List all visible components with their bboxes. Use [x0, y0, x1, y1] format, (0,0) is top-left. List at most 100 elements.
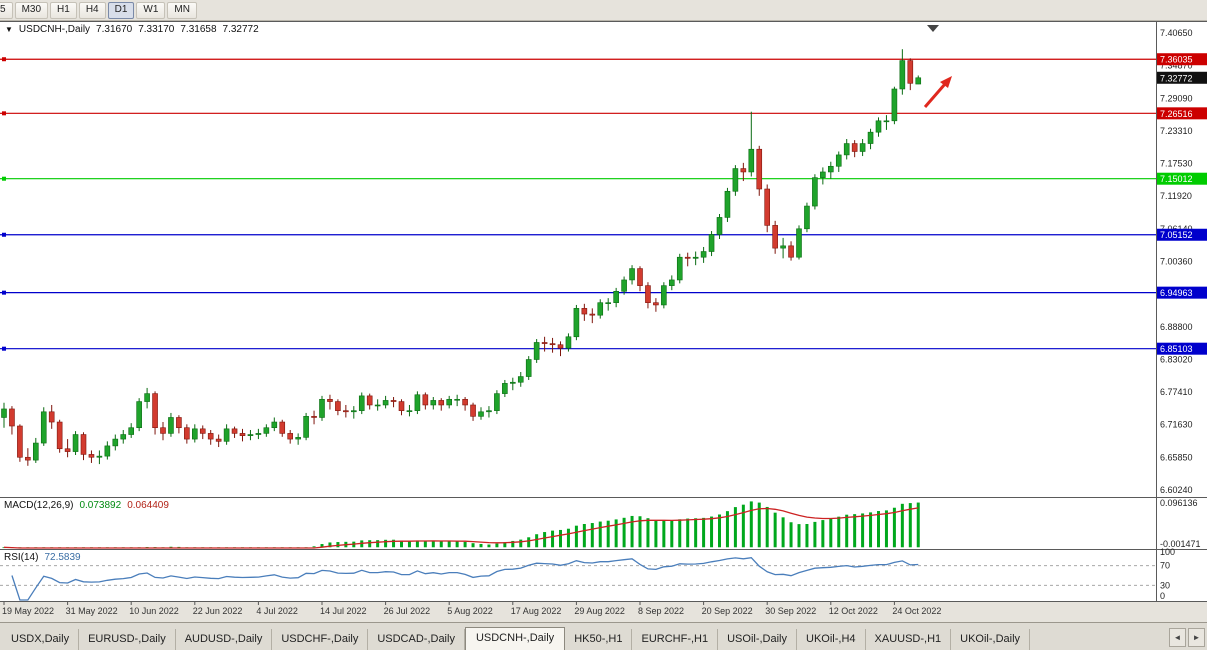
- candle-body: [788, 245, 794, 258]
- candle-body: [621, 279, 627, 292]
- macd-axis-label: 0.096136: [1160, 498, 1198, 508]
- chart-shift-icon[interactable]: [927, 25, 939, 32]
- candle-body: [255, 433, 262, 435]
- rsi-axis-label: 0: [1160, 591, 1165, 601]
- tabs-navigation: ◄ ►: [1167, 628, 1207, 650]
- chart-tab-usoil-daily[interactable]: USOil-,Daily: [718, 629, 798, 650]
- candle-body: [605, 302, 612, 304]
- candle-body: [835, 154, 842, 167]
- macd-histogram-bar: [741, 504, 745, 548]
- price-tag-label: 7.36035: [1160, 55, 1193, 65]
- candle-body: [565, 336, 572, 349]
- chart-tab-eurchf-h1[interactable]: EURCHF-,H1: [632, 629, 719, 650]
- chart-tab-hk50-h1[interactable]: HK50-,H1: [565, 629, 633, 650]
- date-label: 8 Sep 2022: [638, 606, 684, 616]
- chart-canvas[interactable]: 7.40650 7.34870 7.29090 7.23310 7.17530 7.119…: [0, 0, 1207, 622]
- symbol-dropdown-icon[interactable]: ▼: [5, 25, 13, 34]
- macd-histogram-bar: [431, 540, 435, 548]
- candle-body: [780, 245, 786, 249]
- macd-histogram-bar: [646, 518, 650, 548]
- date-label: 22 Jun 2022: [193, 606, 243, 616]
- macd-histogram-bar: [884, 510, 888, 548]
- timeframe-button-M30[interactable]: M30: [14, 1, 49, 19]
- macd-histogram-bar: [606, 520, 610, 548]
- macd-histogram-bar: [368, 540, 372, 548]
- macd-indicator-label: MACD(12,26,9) 0.073892 0.064409: [4, 500, 169, 511]
- candle-body: [740, 168, 747, 173]
- candle-body: [907, 60, 914, 84]
- timeframe-button-H1[interactable]: H1: [50, 1, 77, 19]
- macd-histogram-bar: [702, 517, 706, 548]
- candle-body: [637, 268, 643, 286]
- chart-tabs-bar: USDX,Daily EURUSD-,Daily AUDUSD-,Daily USDC…: [0, 622, 1207, 650]
- chart-tab-usdcad-daily[interactable]: USDCAD-,Daily: [368, 629, 465, 650]
- date-label: 31 May 2022: [66, 606, 118, 616]
- chart-tab-ukoil-daily[interactable]: UKOil-,Daily: [951, 629, 1031, 650]
- candle-body: [589, 313, 596, 316]
- candle-body: [231, 428, 238, 434]
- macd-histogram-bar: [423, 540, 427, 548]
- timeframe-button-D1[interactable]: D1: [107, 1, 135, 19]
- price-tag-label: 7.26516: [1160, 109, 1193, 119]
- chart-tab-audusd-daily[interactable]: AUDUSD-,Daily: [176, 629, 273, 650]
- candle-body: [9, 408, 15, 427]
- tabs-scroll-left-button[interactable]: ◄: [1169, 628, 1186, 647]
- macd-histogram-bar: [574, 525, 578, 548]
- macd-signal-line: [3, 507, 919, 549]
- chart-tab-ukoil-h4[interactable]: UKOil-,H4: [797, 629, 866, 650]
- macd-histogram-bar: [797, 524, 801, 548]
- date-label: 30 Sep 2022: [765, 606, 816, 616]
- macd-histogram-bar: [837, 516, 841, 548]
- timeframe-button-MN[interactable]: MN: [167, 1, 197, 19]
- macd-histogram-bar: [582, 523, 586, 548]
- line-handle[interactable]: [2, 176, 6, 181]
- macd-histogram-bar: [718, 514, 721, 548]
- chart-tab-usdx-daily[interactable]: USDX,Daily: [2, 629, 80, 650]
- candle-body: [915, 77, 922, 85]
- chart-tab-eurusd-daily[interactable]: EURUSD-,Daily: [79, 629, 176, 650]
- date-label: 10 Jun 2022: [129, 606, 179, 616]
- candle-body: [72, 434, 79, 452]
- timeframe-button-W1[interactable]: W1: [136, 1, 166, 19]
- line-handle[interactable]: [2, 290, 6, 295]
- macd-histogram-bar: [749, 501, 753, 548]
- candle-body: [867, 131, 874, 144]
- price-axis-label: 6.77410: [1160, 387, 1193, 397]
- price-tag: [1157, 228, 1207, 241]
- line-handle[interactable]: [2, 111, 6, 116]
- line-handle[interactable]: [2, 346, 6, 351]
- price-axis-label: 7.00360: [1160, 257, 1193, 267]
- candle-body: [724, 190, 731, 218]
- macd-histogram-bar: [900, 503, 904, 548]
- macd-histogram-bar: [551, 530, 555, 548]
- date-label: 20 Sep 2022: [702, 606, 753, 616]
- candle-body: [716, 217, 723, 235]
- macd-histogram-bar: [439, 541, 443, 548]
- macd-histogram-bar: [861, 513, 865, 548]
- candle-body: [446, 398, 453, 406]
- chart-tab-xauusd-h1[interactable]: XAUUSD-,H1: [866, 629, 952, 650]
- macd-histogram-bar: [598, 521, 602, 548]
- candle-body: [168, 417, 174, 434]
- tabs-scroll-right-button[interactable]: ►: [1188, 628, 1205, 647]
- trend-arrow-head[interactable]: [940, 76, 952, 88]
- line-handle[interactable]: [2, 232, 6, 237]
- macd-histogram-bar: [447, 541, 451, 548]
- macd-histogram-bar: [312, 546, 316, 548]
- macd-histogram-bar: [773, 512, 777, 548]
- candle-body: [557, 344, 564, 349]
- ohlc-close: 7.32772: [222, 24, 259, 35]
- line-handle[interactable]: [2, 57, 6, 62]
- macd-histogram-bar: [590, 523, 594, 548]
- macd-histogram-bar: [805, 524, 809, 548]
- candle-body: [239, 433, 246, 436]
- chart-tab-usdcnh-daily[interactable]: USDCNH-,Daily: [464, 627, 566, 650]
- chart-tab-usdchf-daily[interactable]: USDCHF-,Daily: [272, 629, 369, 650]
- candle-body: [327, 398, 333, 402]
- timeframe-button-H4[interactable]: H4: [78, 1, 106, 19]
- date-label: 14 Jul 2022: [320, 606, 367, 616]
- macd-histogram-bar: [376, 540, 380, 548]
- trend-arrow[interactable]: [923, 83, 947, 108]
- timeframe-button-5[interactable]: 5: [0, 1, 13, 19]
- macd-histogram-bar: [400, 540, 403, 548]
